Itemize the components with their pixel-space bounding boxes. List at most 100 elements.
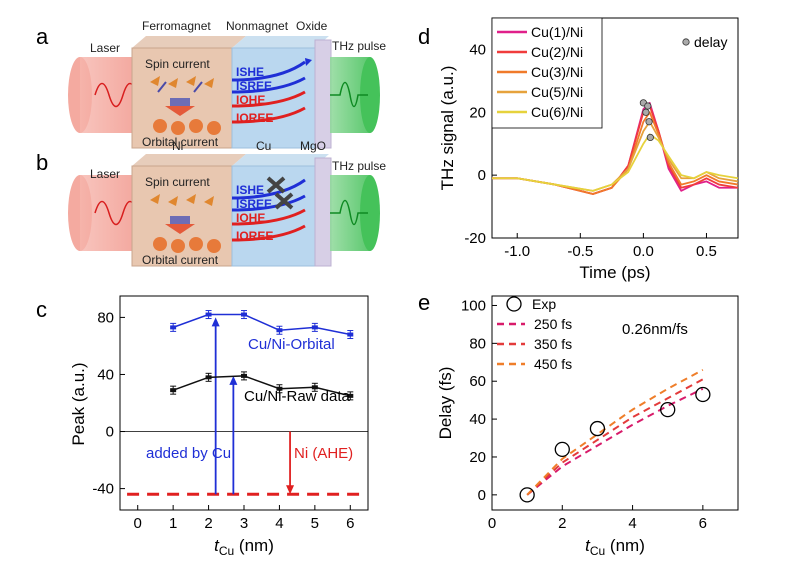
- nonmagnet-top: [232, 36, 329, 48]
- orbital-blobs-b: [153, 237, 221, 253]
- legend-label-fit: 350 fs: [534, 336, 572, 352]
- x-tick-label-c: 4: [275, 515, 283, 532]
- spin-arrows-b: [150, 194, 214, 206]
- x-tick-label-c: 6: [346, 515, 354, 532]
- nonmagnet-label: Nonmagnet: [226, 19, 289, 33]
- mgo-label: MgO: [300, 139, 326, 153]
- panel-letter-a: a: [36, 24, 49, 49]
- delay-marker: [642, 108, 650, 116]
- series-line-cu3ni: [492, 111, 739, 195]
- data-point: [311, 325, 318, 330]
- ni-ahe-arrow-head: [286, 485, 295, 495]
- x-tick-label-e: 2: [558, 515, 566, 532]
- oxide-label: Oxide: [296, 19, 328, 33]
- data-point: [170, 388, 177, 393]
- panel-letter-e: e: [418, 290, 430, 315]
- ni-label: Ni: [172, 139, 183, 153]
- legend-label-d: Cu(1)/Ni: [531, 24, 583, 40]
- x-tick-label-c: 0: [134, 515, 142, 532]
- ishe-arrowhead-a: [305, 58, 312, 66]
- series-label-orbital: Cu/Ni-Orbital: [248, 336, 335, 353]
- delay-marker: [644, 102, 652, 110]
- x-axis-label-e-sub: Cu: [590, 544, 605, 558]
- ioree-label-b: IOREE: [236, 229, 273, 243]
- ishe-arrow-a: [231, 60, 306, 82]
- y-tick-label-c: 0: [106, 424, 114, 441]
- legend-label-fit: 450 fs: [534, 356, 572, 372]
- ishe-label-b: ISHE: [236, 183, 264, 197]
- legend-label-d: Cu(6)/Ni: [531, 104, 583, 120]
- annotation-ni-ahe: Ni (AHE): [294, 445, 353, 462]
- legend-label-d: Cu(5)/Ni: [531, 84, 583, 100]
- added-by-cu-arrow-raw-head: [229, 375, 238, 385]
- iohe-arrow-b: [231, 208, 306, 226]
- x-tick-label-c: 2: [204, 515, 212, 532]
- x-tick-label-d: 0.5: [696, 243, 717, 260]
- y-tick-label-d: 40: [469, 41, 486, 58]
- cu-top: [232, 154, 329, 166]
- chart-d: -1.0 -0.5 0.0 0.5 -20 0 20 40 Cu(1)/Ni Cu(2)/Ni C…: [438, 17, 739, 282]
- cross-icon-isree: [274, 192, 294, 210]
- chart-c: 0 1 2 3 4 5 6 -40 0 40 80 tCu (nm) Peak (a.u.) Cu/…: [69, 295, 369, 558]
- y-axis-label-e: Delay (fs): [436, 367, 455, 440]
- x-axis-label-e-main: t: [585, 536, 591, 555]
- mgo-layer: [314, 157, 332, 267]
- thz-beam-end: [360, 57, 380, 133]
- x-axis-label-d: Time (ps): [579, 263, 650, 282]
- laser-pulse-wave: [94, 82, 138, 108]
- y-tick-label-e: 80: [469, 335, 486, 352]
- data-point: [205, 312, 212, 317]
- legend-label-exp: Exp: [532, 296, 556, 312]
- orbital-blobs-a: [153, 119, 221, 135]
- spin-current-label-b: Spin current: [145, 175, 210, 189]
- thz-wave-b: [330, 199, 368, 226]
- x-tick-label-d: 0.0: [633, 243, 654, 260]
- data-point: [276, 386, 283, 391]
- x-axis-label-e-unit: (nm): [605, 536, 645, 555]
- y-tick-label-e: 100: [461, 297, 486, 314]
- fit-line-250fs: [526, 387, 704, 496]
- spin-arrows-a: [150, 76, 214, 93]
- orbital-current-label-a: Orbital current: [142, 135, 219, 149]
- thz-wave: [330, 81, 368, 108]
- data-point: [241, 312, 247, 317]
- thz-label-a: THz pulse: [332, 39, 386, 53]
- legend-label-d: Cu(3)/Ni: [531, 64, 583, 80]
- velocity-annotation: 0.26nm/fs: [622, 321, 688, 338]
- orbital-current-label-b: Orbital current: [142, 253, 219, 267]
- thz-label-b: THz pulse: [332, 159, 386, 173]
- data-point: [311, 385, 318, 390]
- ferromagnet-label: Ferromagnet: [142, 19, 211, 33]
- exp-point: [519, 487, 535, 503]
- panel-letter-c: c: [36, 297, 47, 322]
- legend-label-d: Cu(2)/Ni: [531, 44, 583, 60]
- data-point: [205, 375, 212, 380]
- plot-frame-e: [491, 295, 739, 511]
- isree-arrow-b: [231, 194, 306, 212]
- schematic-a: Laser Ferromagnet Nonmagnet Oxide THz pu…: [68, 19, 386, 149]
- laser-label-b: Laser: [90, 167, 120, 181]
- series-line-c: [172, 375, 351, 397]
- iohe-label-a: IOHE: [236, 93, 265, 107]
- fit-line-450fs: [526, 368, 704, 496]
- ishe-label-a: ISHE: [236, 65, 264, 79]
- data-point: [347, 332, 354, 337]
- oxide-layer: [314, 39, 332, 149]
- delay-marker: [646, 133, 654, 142]
- x-tick-label-c: 5: [311, 515, 319, 532]
- down-arrow-a: [165, 106, 195, 116]
- y-axis-label-c: Peak (a.u.): [69, 362, 88, 445]
- laser-label-a: Laser: [90, 41, 120, 55]
- x-axis-label-c-main: t: [214, 536, 220, 555]
- x-tick-label-e: 0: [488, 515, 496, 532]
- data-point: [276, 328, 283, 333]
- added-by-cu-arrow-orbital-head: [211, 317, 220, 327]
- iohe-arrow-a: [231, 90, 306, 108]
- x-tick-label-c: 1: [169, 515, 177, 532]
- x-axis-label-c: tCu (nm): [214, 536, 274, 558]
- y-tick-label-e: 40: [469, 411, 486, 428]
- data-point: [347, 393, 354, 398]
- x-axis-label-c-unit: (nm): [234, 536, 274, 555]
- data-point: [170, 325, 177, 330]
- laser-pulse-wave-b: [94, 200, 138, 226]
